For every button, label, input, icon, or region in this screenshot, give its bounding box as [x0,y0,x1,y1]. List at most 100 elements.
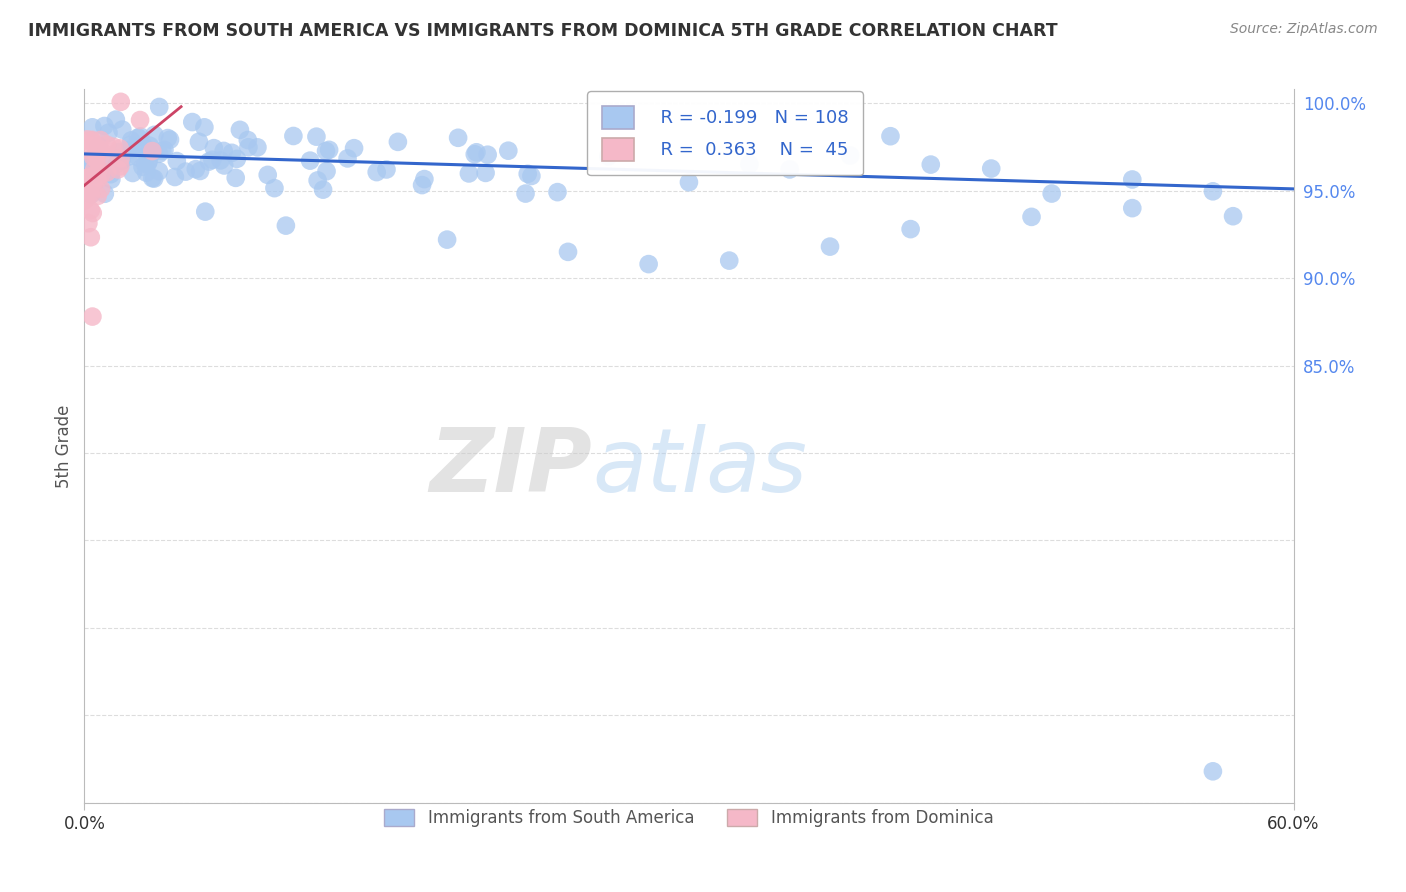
Point [148,100,170,114]
Point [1202,764,1225,779]
Point [474,166,496,180]
Point [77,171,100,186]
Point [229,123,252,137]
Point [80,134,103,148]
Point [1121,172,1143,186]
Point [127,150,149,164]
Point [879,129,901,144]
Point [143,171,166,186]
Text: atlas: atlas [592,425,807,510]
Point [83,162,105,177]
Point [283,128,305,143]
Point [110,153,132,168]
Point [141,171,163,186]
Point [134,157,156,171]
Point [100,172,122,186]
Point [166,154,188,169]
Point [256,168,278,182]
Point [184,162,207,177]
Point [87,139,110,153]
Point [80,174,103,188]
Point [75,171,97,186]
Point [818,239,841,253]
Point [128,142,150,156]
Point [174,164,197,178]
Point [134,140,156,154]
Point [139,138,162,153]
Point [1040,186,1063,201]
Point [103,139,125,153]
Point [97,126,120,140]
Point [86,173,108,187]
Point [637,257,659,271]
Point [75,156,97,170]
Point [87,163,110,178]
Point [138,153,160,168]
Point [79,176,101,190]
Point [108,141,131,155]
Point [718,253,741,268]
Point [221,145,243,160]
Point [80,187,103,202]
Point [135,166,157,180]
Point [263,181,285,195]
Point [105,157,128,171]
Point [121,166,143,180]
Point [107,145,129,160]
Point [110,95,132,109]
Point [315,164,337,178]
Point [156,131,179,145]
Point [104,112,127,127]
Point [387,135,409,149]
Point [413,172,436,186]
Point [839,148,862,162]
Point [411,178,433,192]
Point [557,244,579,259]
Point [246,140,269,154]
Point [82,177,104,191]
Point [79,153,101,167]
Point [738,157,761,171]
Point [299,153,322,168]
Point [110,151,132,165]
Point [75,181,97,195]
Point [82,206,104,220]
Point [900,222,922,236]
Point [209,153,232,168]
Legend: Immigrants from South America, Immigrants from Dominica: Immigrants from South America, Immigrant… [378,802,1000,834]
Point [131,160,153,174]
Point [143,128,166,142]
Point [238,140,260,154]
Point [274,219,297,233]
Point [117,150,139,164]
Point [187,135,209,149]
Point [198,154,221,169]
Point [76,132,98,146]
Point [80,230,103,244]
Point [75,177,97,191]
Y-axis label: 5th Grade: 5th Grade [55,404,73,488]
Point [80,133,103,147]
Point [315,144,337,158]
Point [980,161,1002,176]
Point [96,137,118,152]
Point [1121,201,1143,215]
Text: Source: ZipAtlas.com: Source: ZipAtlas.com [1230,22,1378,37]
Point [94,147,117,161]
Point [111,122,134,136]
Point [80,203,103,218]
Point [94,186,117,201]
Point [129,113,152,128]
Point [80,186,103,201]
Point [150,144,173,158]
Point [318,143,340,157]
Point [678,175,700,189]
Point [163,169,186,184]
Point [127,130,149,145]
Point [181,115,204,129]
Point [100,167,122,181]
Point [120,142,142,156]
Point [73,194,96,208]
Point [75,134,97,148]
Point [96,151,118,165]
